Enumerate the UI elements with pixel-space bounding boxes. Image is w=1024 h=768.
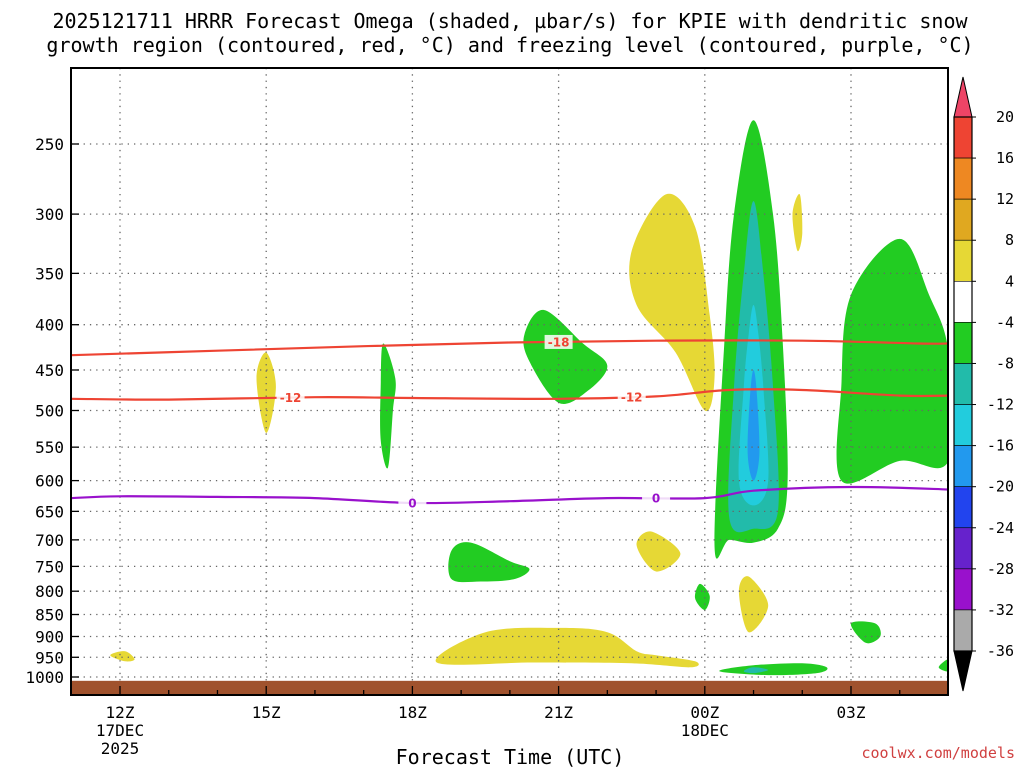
chart-title-line2: growth region (contoured, red, °C) and f…: [46, 33, 973, 57]
omega-region-ascent-5: [523, 309, 608, 404]
contour-label-bg: [276, 390, 305, 405]
colorbar-band: [953, 116, 973, 159]
y-tick-label: 300: [35, 205, 64, 224]
colorbar-band: [953, 445, 973, 487]
x-tick-label: 12Z: [106, 703, 135, 722]
colorbar-band: [953, 322, 973, 364]
contour-label: 0: [408, 497, 416, 511]
x-tick-label: 18Z: [398, 703, 427, 722]
y-tick-label: 400: [35, 316, 64, 335]
x-tick-label: 03Z: [837, 703, 866, 722]
x-tick-label: 00Z: [690, 703, 719, 722]
y-tick-label: 900: [35, 627, 64, 646]
contour-label: -18: [548, 335, 570, 349]
credit-text: coolwx.com/models: [861, 744, 1015, 762]
colorbar-label: -28: [987, 560, 1014, 578]
y-tick-label: 950: [35, 648, 64, 667]
x-tick-label: 21Z: [544, 703, 573, 722]
colorbar-label: -32: [987, 601, 1014, 619]
colorbar-band: [953, 281, 973, 323]
colorbar-band: [953, 568, 973, 611]
omega-region-descent-17: [738, 576, 769, 633]
colorbar-label: 4: [1005, 272, 1014, 290]
omega-region-ascent-3: [747, 370, 760, 481]
colorbar-band: [953, 198, 973, 241]
y-tick-label: 650: [35, 502, 64, 521]
x-tick-date: 17DEC: [96, 721, 144, 740]
y-tick-label: 1000: [25, 668, 64, 687]
colorbar-band: [953, 527, 973, 570]
plot-area: -18 -12 -12 0 0: [71, 68, 948, 695]
colorbar: 20 16 12 8 4 -4 -8 -12 -16 -20 -24 -28 -32 -36: [953, 76, 1014, 692]
contour-label-bg: [398, 496, 427, 511]
colorbar-label: -4: [996, 313, 1014, 331]
y-tick-label: 350: [35, 264, 64, 283]
colorbar-label: 8: [1005, 231, 1014, 249]
y-tick-label: 600: [35, 472, 64, 491]
contour-label: -12: [280, 391, 302, 405]
omega-region-ascent-9: [719, 663, 828, 676]
y-tick-label: 800: [35, 582, 64, 601]
y-tick-label: 450: [35, 361, 64, 380]
contour--12: [71, 388, 948, 401]
y-tick-label: 550: [35, 438, 64, 457]
contour-label: 0: [652, 492, 660, 506]
x-tick-year: 2025: [101, 739, 140, 758]
colorbar-label: -8: [996, 354, 1014, 372]
y-tick-label: 250: [35, 135, 64, 154]
colorbar-band: [953, 609, 973, 652]
colorbar-label: 16: [996, 149, 1014, 167]
omega-region-ascent-12: [938, 659, 948, 672]
colorbar-band: [953, 239, 973, 282]
y-tick-label: 700: [35, 531, 64, 550]
x-tick-label: 15Z: [252, 703, 281, 722]
omega-region-descent-15: [792, 193, 803, 252]
contour--18: [71, 339, 948, 357]
colorbar-frame: [953, 116, 973, 652]
colorbar-band: [953, 363, 973, 405]
colorbar-label: 12: [996, 190, 1014, 208]
omega-region-descent-19: [435, 627, 699, 668]
colorbar-label: -36: [987, 642, 1014, 660]
omega-region-descent-18: [110, 651, 135, 662]
colorbar-band: [953, 404, 973, 446]
plot-frame: [70, 67, 949, 696]
chart-title-line1: 2025121711 HRRR Forecast Omega (shaded, …: [52, 9, 968, 33]
contour-label-bg: [544, 334, 573, 349]
ground-strip: [71, 680, 948, 695]
colorbar-label: -12: [987, 396, 1014, 414]
x-tick-date: 18DEC: [681, 721, 729, 740]
omega-region-descent-13: [629, 193, 715, 412]
omega-region-ascent-6: [380, 343, 396, 469]
omega-region-ascent-4: [836, 238, 948, 484]
colorbar-bottom-arrow: [953, 650, 973, 692]
omega-region-ascent-8: [694, 583, 710, 611]
omega-region-descent-14: [256, 352, 276, 433]
colorbar-top-arrow: [953, 76, 973, 118]
omega-region-ascent-7: [448, 542, 530, 583]
contour-label-bg: [617, 390, 646, 405]
omega-region-descent-16: [636, 531, 681, 572]
colorbar-band: [953, 486, 973, 529]
colorbar-label: -16: [987, 437, 1014, 455]
colorbar-label: -24: [987, 519, 1014, 537]
y-tick-label: 850: [35, 606, 64, 625]
contour-label: -12: [621, 391, 643, 405]
omega-region-ascent-11: [850, 621, 881, 644]
y-axis: 250 300 350 400 450 500 550 600 650 700 750 800 850 9…: [25, 135, 79, 687]
colorbar-label: 20: [996, 108, 1014, 126]
x-axis-label: Forecast Time (UTC): [396, 745, 625, 768]
y-tick-label: 750: [35, 557, 64, 576]
contour-label-bg: [642, 491, 671, 506]
colorbar-label: -20: [987, 478, 1014, 496]
omega-region-ascent-10: [743, 667, 769, 674]
y-tick-label: 500: [35, 402, 64, 421]
colorbar-band: [953, 157, 973, 200]
contour-0: [71, 485, 948, 505]
